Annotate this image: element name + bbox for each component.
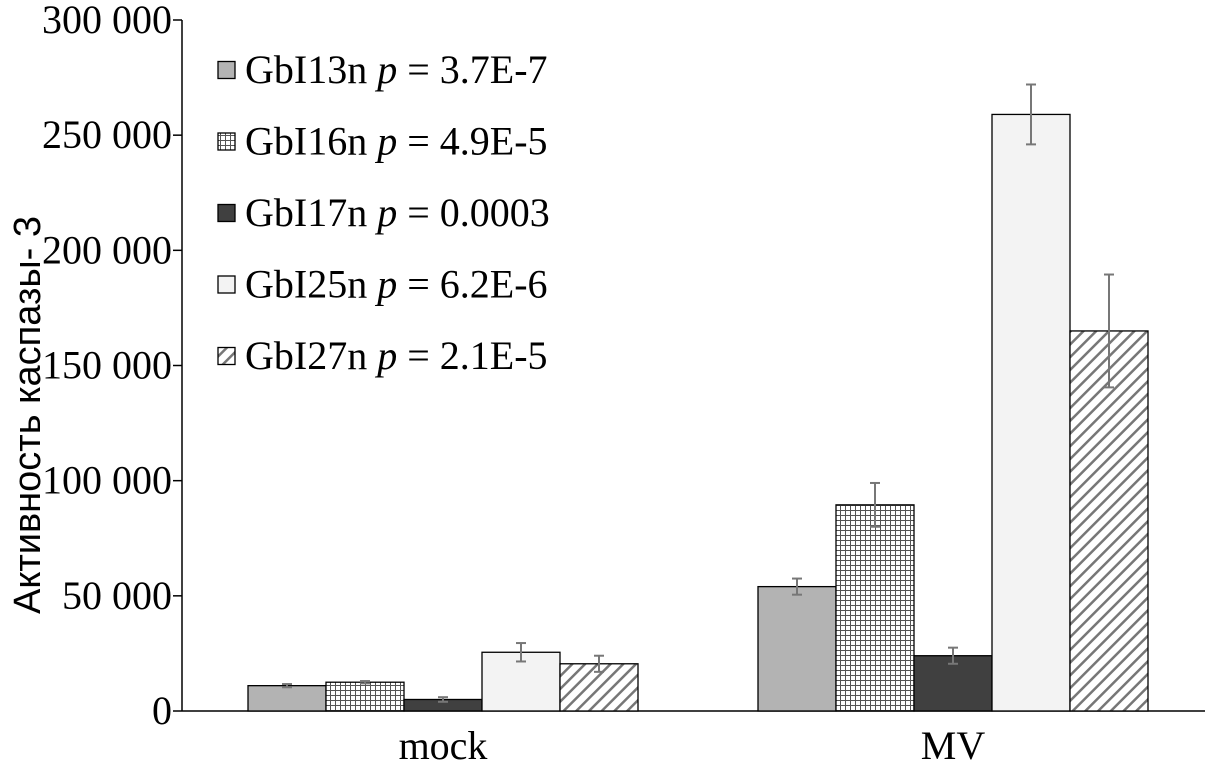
bar-gbi16n-mock xyxy=(325,681,405,712)
legend-swatch-gbi17n xyxy=(217,203,236,223)
legend-label-gbi27n: GbI27n p = 2.1E-5 xyxy=(245,333,548,378)
y-tick-label: 250 000 xyxy=(42,112,172,157)
bar-gbi27n-mv xyxy=(1069,330,1149,712)
bars-group xyxy=(247,113,1149,712)
bar-gbi17n-mv xyxy=(913,655,993,712)
error-bars-group xyxy=(282,83,1114,703)
legend-label-gbi17n: GbI17n p = 0.0003 xyxy=(245,190,550,235)
bar-gbi13n-mock xyxy=(247,685,327,712)
x-axis-labels: mock MV xyxy=(399,723,986,768)
legend-label-gbi13n: GbI13n p = 3.7E-7 xyxy=(245,47,548,92)
bar-gbi25n-mv xyxy=(991,113,1071,712)
legend-swatch-gbi13n xyxy=(217,60,236,80)
legend-swatch-gbi25n xyxy=(217,275,236,294)
y-axis-title-group: Активность каспазы- 3 xyxy=(7,216,49,614)
y-tick-label: 300 000 xyxy=(42,0,172,42)
bar-gbi13n-mv xyxy=(757,585,837,712)
x-category-label: mock xyxy=(399,723,488,768)
y-tick-label: 50 000 xyxy=(62,573,172,618)
y-tick-label: 0 xyxy=(152,688,172,733)
y-axis-ticks: 0 50 000 100 000 150 000 200 000 250 000 300 0… xyxy=(42,0,182,733)
y-axis-title: Активность каспазы- 3 xyxy=(7,216,49,614)
legend-swatch-gbi16n xyxy=(217,132,236,151)
y-tick-label: 200 000 xyxy=(42,227,172,272)
bar-gbi16n-mv xyxy=(835,504,915,712)
legend-label-gbi16n: GbI16n p = 4.9E-5 xyxy=(245,119,548,164)
legend-label-gbi25n: GbI25n p = 6.2E-6 xyxy=(245,262,548,307)
y-tick-label: 150 000 xyxy=(42,343,172,388)
legend: GbI13n p = 3.7E-7 GbI16n p = 4.9E-5 GbI17n… xyxy=(217,47,550,378)
legend-swatch-gbi27n xyxy=(217,346,236,366)
x-category-label: MV xyxy=(921,723,986,768)
y-tick-label: 100 000 xyxy=(42,458,172,503)
